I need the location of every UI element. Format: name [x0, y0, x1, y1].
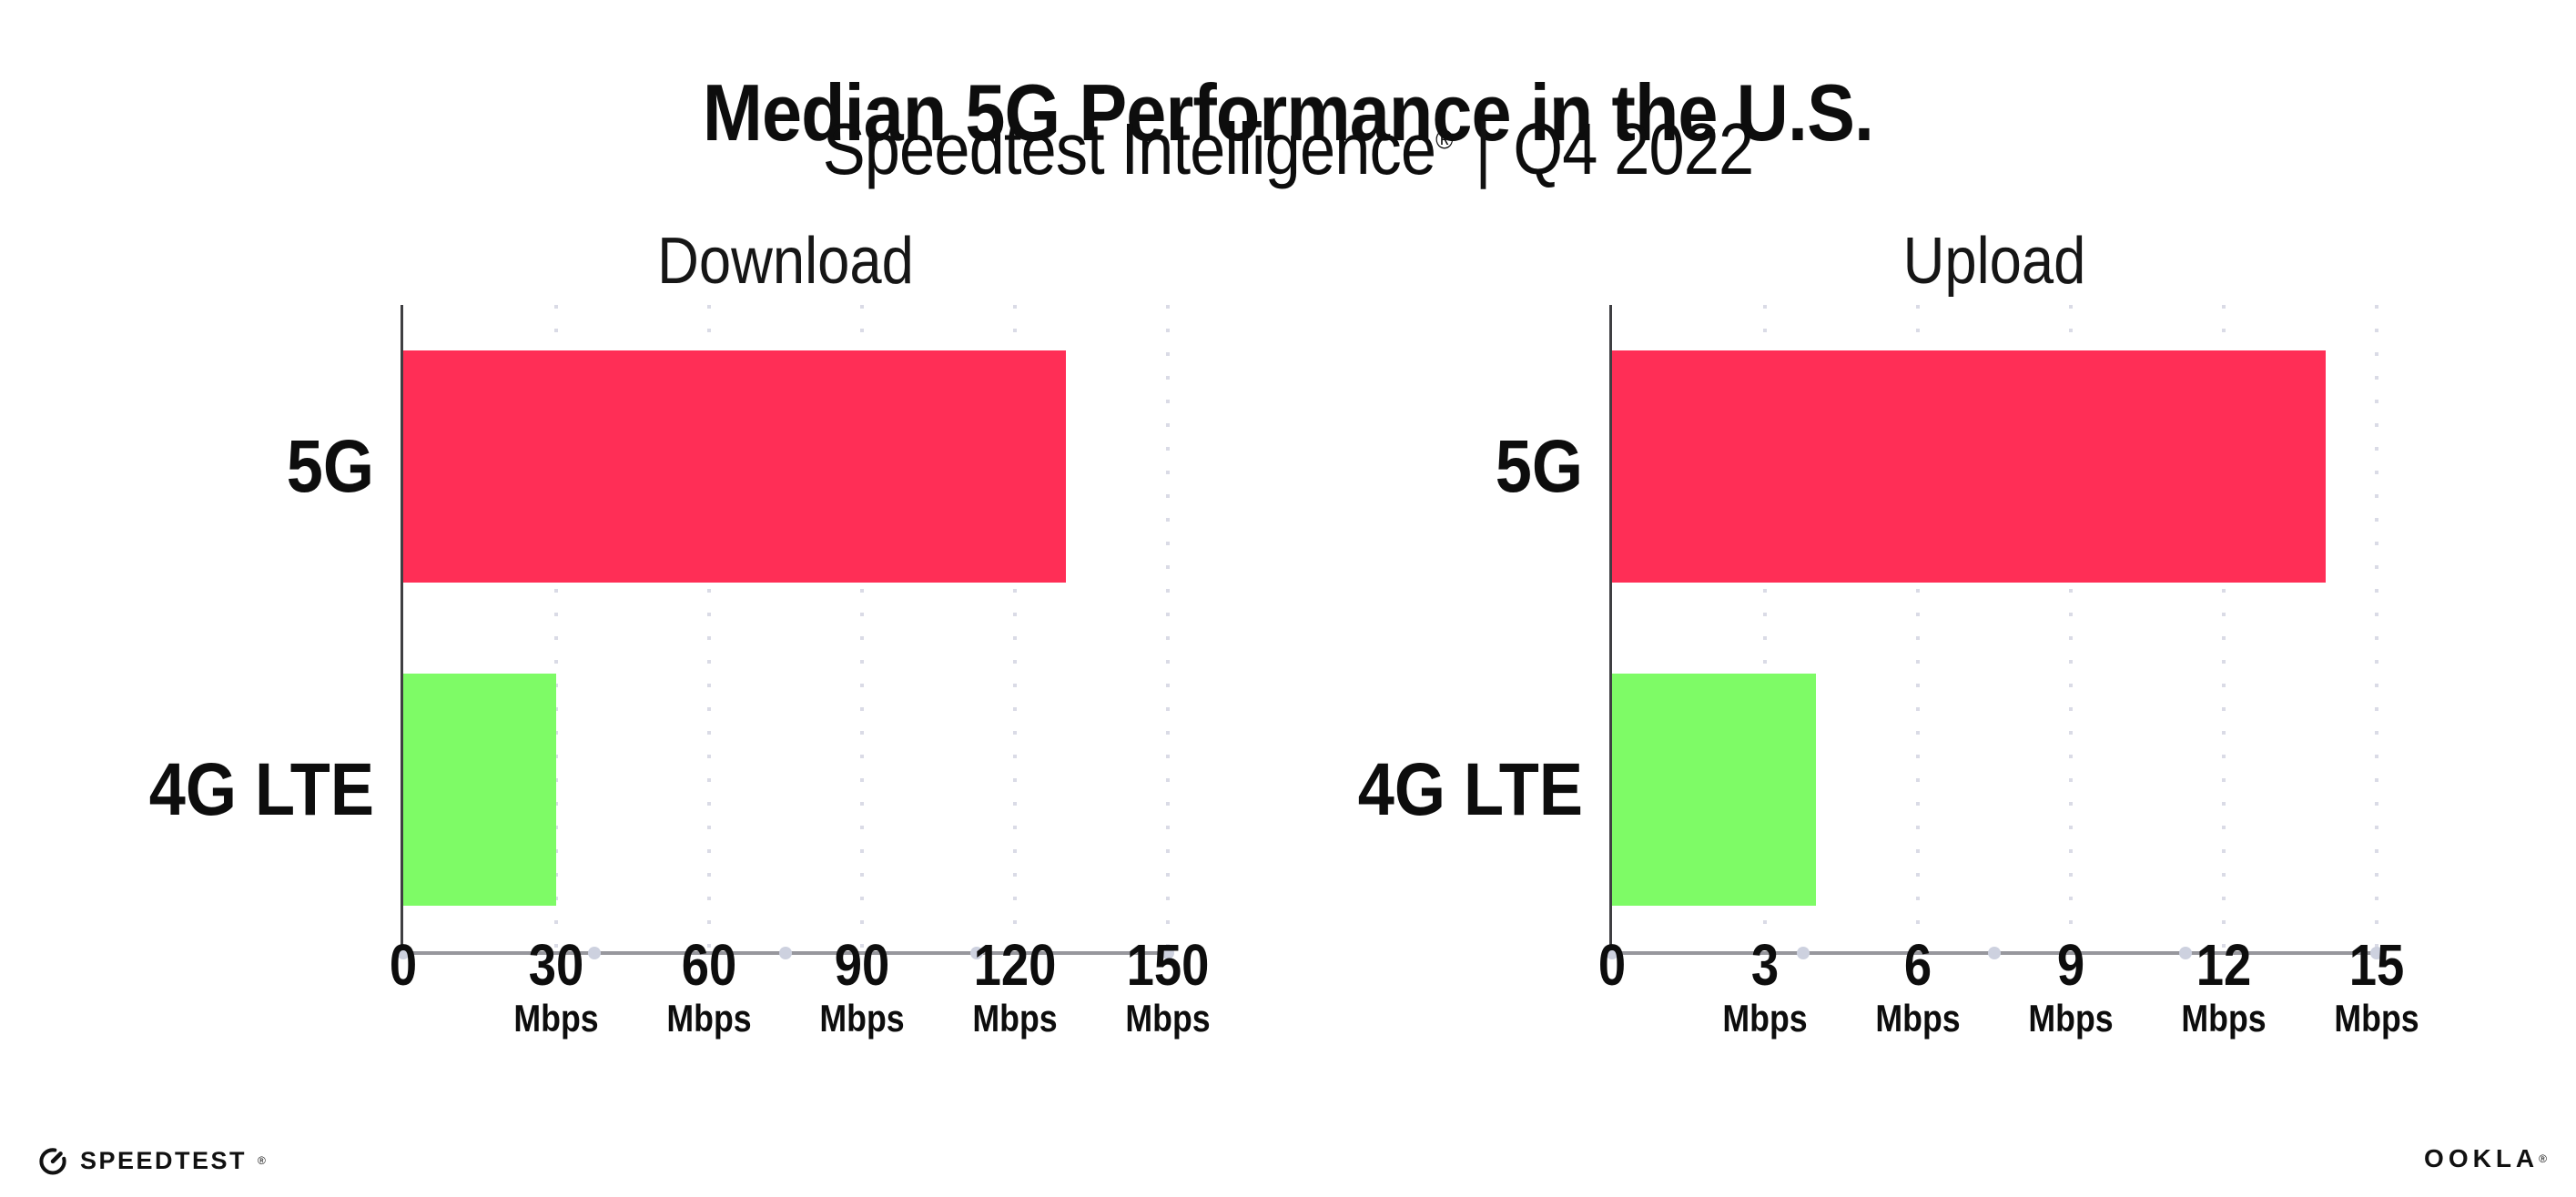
y-axis-line	[401, 305, 403, 955]
x-tick-120: 120 Mbps	[930, 933, 1100, 1040]
tick-unit: Mbps	[1125, 997, 1211, 1040]
x-tick-150: 150 Mbps	[1083, 933, 1253, 1040]
tick-value: 15	[2348, 932, 2405, 998]
tick-unit: Mbps	[1875, 997, 1961, 1040]
bar-5g	[403, 350, 1066, 583]
baseline-dot	[2179, 947, 2192, 959]
gridline	[2069, 305, 2073, 951]
tick-unit: Mbps	[819, 997, 905, 1040]
baseline-dot	[1606, 947, 1618, 959]
tick-value: 0	[389, 932, 418, 998]
speedtest-logo: SPEEDTEST ®	[36, 1144, 266, 1177]
category-label-4g-lte: 4G LTE	[1357, 748, 1583, 831]
download-chart: Download 5G 4G LTE 0 30 Mbps 60 Mbps 90 Mbps 120 Mb…	[55, 218, 1229, 1138]
x-tick-9: 9 Mbps	[1986, 933, 2156, 1040]
x-tick-6: 6 Mbps	[1833, 933, 2003, 1040]
tick-value: 0	[1597, 932, 1627, 998]
subtitle-period: Q4 2022	[1513, 108, 1754, 189]
tick-unit: Mbps	[2181, 997, 2267, 1040]
baseline-dot	[1161, 947, 1174, 959]
gridline	[2375, 305, 2378, 951]
ookla-wordmark: OOKLA	[2424, 1144, 2540, 1172]
gridline	[1166, 305, 1170, 951]
tick-value: 3	[1750, 932, 1780, 998]
x-tick-12: 12 Mbps	[2139, 933, 2309, 1040]
baseline-dot	[779, 947, 792, 959]
gridline	[554, 305, 558, 951]
subtitle: Speedtest Intelligence® | Q4 2022	[155, 107, 2421, 191]
chart-title: Upload	[1902, 225, 2086, 298]
x-tick-0: 0	[1527, 933, 1698, 997]
tick-value: 6	[1903, 932, 1932, 998]
chart-title: Download	[657, 225, 914, 298]
tick-unit: Mbps	[666, 997, 752, 1040]
category-label-4g-lte: 4G LTE	[148, 748, 374, 831]
x-tick-3: 3 Mbps	[1680, 933, 1851, 1040]
x-tick-60: 60 Mbps	[624, 933, 795, 1040]
baseline-dot	[588, 947, 601, 959]
subtitle-separator: |	[1475, 108, 1491, 189]
baseline-dot	[397, 947, 410, 959]
registered-trademark-icon: ®	[1435, 125, 1453, 156]
x-tick-0: 0	[319, 933, 489, 997]
tick-unit: Mbps	[513, 997, 599, 1040]
upload-chart: Upload 5G 4G LTE 0 3 Mbps 6 Mbps 9 Mbps 12 Mbps 15 Mb…	[1263, 218, 2438, 1138]
baseline-dot	[2370, 947, 2383, 959]
category-label-5g: 5G	[286, 425, 374, 508]
gridline	[1916, 305, 1920, 951]
subtitle-brand: Speedtest Intelligence	[822, 108, 1436, 189]
x-tick-15: 15 Mbps	[2292, 933, 2462, 1040]
gridline	[707, 305, 711, 951]
tick-value: 150	[1126, 932, 1210, 998]
bar-4g-lte	[1612, 674, 1816, 906]
tick-value: 12	[2196, 932, 2252, 998]
plot-area: 5G 4G LTE	[1358, 305, 2383, 959]
tick-value: 30	[528, 932, 584, 998]
tick-value: 60	[681, 932, 737, 998]
tick-unit: Mbps	[972, 997, 1058, 1040]
speedtest-wordmark: SPEEDTEST	[80, 1146, 248, 1174]
ookla-logo: OOKLA ®	[2424, 1144, 2547, 1173]
baseline-dot	[1988, 947, 2001, 959]
tick-value: 120	[973, 932, 1057, 998]
speedtest-gauge-icon	[39, 1148, 66, 1175]
bar-5g	[1612, 350, 2326, 583]
tick-unit: Mbps	[2028, 997, 2114, 1040]
baseline-dot	[970, 947, 983, 959]
plot-area: 5G 4G LTE	[149, 305, 1174, 959]
x-tick-90: 90 Mbps	[777, 933, 948, 1040]
tick-value: 9	[2056, 932, 2085, 998]
gridline	[1763, 305, 1767, 951]
tick-unit: Mbps	[1722, 997, 1808, 1040]
speedtest-trademark-icon: ®	[258, 1154, 266, 1167]
baseline-dot	[1797, 947, 1810, 959]
gridline	[860, 305, 864, 951]
gridline	[1013, 305, 1017, 951]
tick-value: 90	[834, 932, 890, 998]
tick-unit: Mbps	[2334, 997, 2419, 1040]
bar-4g-lte	[403, 674, 556, 906]
ookla-trademark-icon: ®	[2539, 1152, 2547, 1165]
x-tick-30: 30 Mbps	[472, 933, 642, 1040]
page-title: Median 5G Performance in the U.S.	[702, 66, 1874, 157]
y-axis-line	[1609, 305, 1612, 955]
category-label-5g: 5G	[1495, 425, 1583, 508]
gridline	[2222, 305, 2226, 951]
